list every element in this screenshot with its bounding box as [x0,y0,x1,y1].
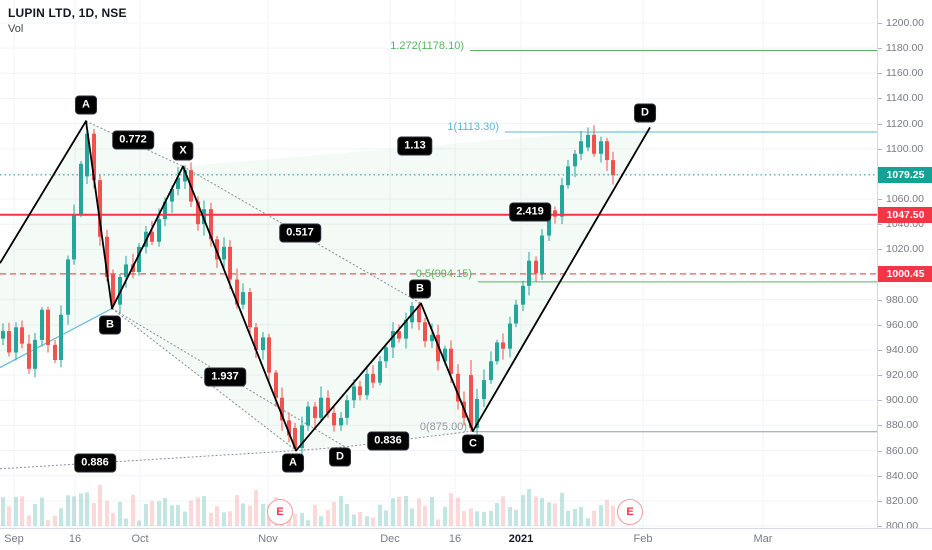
price-axis-label: 920.00 [886,369,919,382]
price-axis-tick [878,425,882,427]
time-axis-label: Sep [4,533,24,545]
price-axis-tick [878,199,882,201]
price-axis-tick [878,450,882,452]
pattern-point-badge[interactable]: C [462,434,484,454]
price-axis-tick [878,400,882,402]
price-axis-label: 840.00 [886,469,919,482]
price-axis-label: 1020.00 [886,243,924,256]
pattern-point-badge[interactable]: D [329,447,351,467]
ratio-badge[interactable]: 1.13 [397,136,433,156]
price-axis-label: 1060.00 [886,193,924,206]
pattern-point-badge[interactable]: B [99,315,121,335]
price-axis-tick [878,349,882,351]
ratio-badge[interactable]: 0.886 [74,453,116,473]
price-axis-tick [878,73,882,75]
price-axis-tick [878,148,882,150]
time-axis-label: Feb [633,533,653,545]
price-axis-label: 1180.00 [886,42,924,55]
fib-level-label: 0(875.00) [419,420,467,433]
price-axis-label: 1100.00 [886,142,924,155]
earnings-marker[interactable]: E [267,499,293,525]
price-axis-tick [878,48,882,50]
price-line-badge[interactable]: 1000.45 [878,265,932,282]
pattern-point-badge[interactable]: D [634,103,656,123]
price-axis-label: 1200.00 [886,17,924,29]
price-axis-label: 960.00 [886,318,919,331]
ratio-badge[interactable]: 2.419 [509,202,551,222]
price-axis-label: 980.00 [886,293,919,306]
fib-level-label: 1(1113.30) [447,121,499,134]
price-axis-tick [878,299,882,301]
fib-level-label: 0.5(994.15) [415,267,472,280]
price-axis-label: 940.00 [886,343,919,356]
pattern-point-badge[interactable]: B [409,279,431,299]
time-axis-label: Dec [380,533,400,545]
price-axis-label: 1140.00 [886,92,924,105]
price-axis-tick [878,123,882,125]
price-axis-label: 900.00 [886,394,919,407]
earnings-marker[interactable]: E [617,499,643,525]
time-axis-label: 16 [68,533,82,545]
price-axis-label: 1160.00 [886,67,924,80]
time-axis-label: Nov [258,533,278,545]
ratio-badge[interactable]: 0.772 [112,130,154,150]
ratio-badge[interactable]: 0.836 [367,431,409,451]
time-axis-label: Oct [131,533,149,545]
time-axis-label: Mar [753,533,773,545]
price-axis-label: 1120.00 [886,117,924,130]
fib-level-label: 1.272(1178.10) [390,39,464,52]
price-axis-label: 820.00 [886,494,919,507]
price-axis[interactable]: 1200.00 1180.00 1160.00 1140.00 1120.00 1100.… [877,0,932,532]
price-axis-tick [878,324,882,326]
price-line-badge[interactable]: 1079.25 [878,166,932,183]
price-axis-tick [878,475,882,477]
time-axis[interactable]: Sep 16 Oct Nov Dec 16 2021 Feb Mar [0,528,932,550]
ratio-badge[interactable]: 0.517 [279,223,321,243]
time-axis-label: 16 [448,533,462,545]
price-axis-tick [878,500,882,502]
price-axis-tick [878,224,882,226]
ratio-badge[interactable]: 1.937 [204,367,246,387]
pattern-point-badge[interactable]: A [282,453,304,473]
time-axis-label: 2021 [508,533,534,545]
pattern-point-badge[interactable]: A [75,95,97,115]
price-axis-label: 860.00 [886,444,919,457]
price-axis-label: 880.00 [886,419,919,432]
price-axis-tick [878,526,882,527]
price-axis-tick [878,98,882,100]
pattern-point-badge[interactable]: X [172,141,194,161]
price-axis-tick [878,23,882,24]
price-axis-tick [878,375,882,377]
price-line-badge[interactable]: 1047.50 [878,206,932,223]
price-axis-tick [878,249,882,251]
